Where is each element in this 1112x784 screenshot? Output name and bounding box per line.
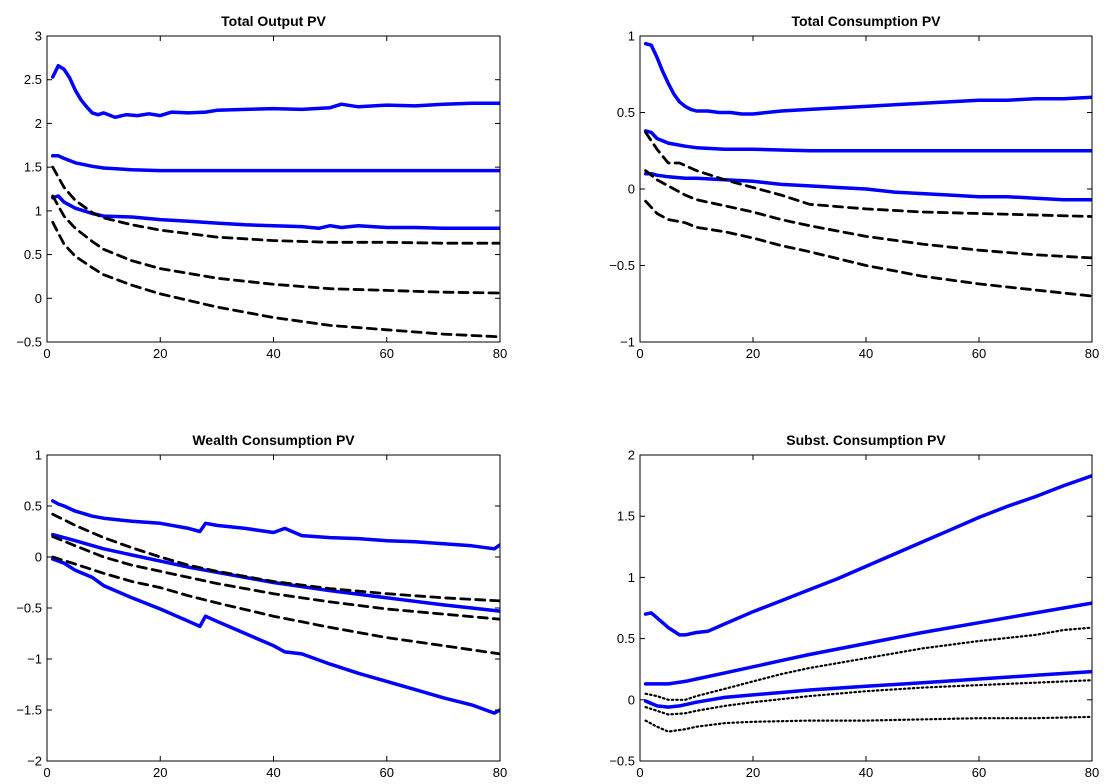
y-tick-label: 1 <box>628 570 635 585</box>
x-tick-label: 40 <box>859 765 873 780</box>
y-tick-label: −1.5 <box>16 703 42 718</box>
x-tick-label: 20 <box>746 765 760 780</box>
panel-title: Subst. Consumption PV <box>786 432 946 448</box>
y-tick-label: 1.5 <box>24 160 42 175</box>
panel-title: Total Output PV <box>221 13 326 29</box>
x-tick-label: 40 <box>266 765 280 780</box>
y-tick-label: 0 <box>35 291 42 306</box>
x-tick-label: 0 <box>43 765 50 780</box>
x-tick-label: 0 <box>636 765 643 780</box>
y-tick-label: −1 <box>620 335 635 350</box>
x-tick-label: 0 <box>43 346 50 361</box>
series-line-dashed-6 <box>644 199 1092 298</box>
series-line-dashed-6 <box>51 220 500 339</box>
x-tick-label: 60 <box>972 346 986 361</box>
y-tick-label: 1 <box>35 448 42 463</box>
series-line-dotted-4 <box>644 626 1092 701</box>
y-tick-label: −0.5 <box>609 258 635 273</box>
series-line-solid-2 <box>50 532 500 613</box>
series-line-solid-3 <box>643 669 1092 709</box>
series-line-solid-1 <box>50 499 500 551</box>
x-tick-label: 60 <box>380 765 394 780</box>
series-line-solid-1 <box>643 41 1092 116</box>
series-line-solid-1 <box>50 63 500 120</box>
x-tick-label: 60 <box>380 346 394 361</box>
series-line-dashed-4 <box>644 131 1092 218</box>
series-line-dashed-6 <box>51 555 500 656</box>
series-line-dashed-4 <box>51 165 500 245</box>
axes-frame <box>46 35 501 343</box>
series-line-solid-2 <box>643 129 1092 153</box>
x-tick-label: 20 <box>746 346 760 361</box>
y-tick-label: 0.5 <box>24 499 42 514</box>
y-tick-label: 0.5 <box>617 105 635 120</box>
y-tick-label: −0.5 <box>609 754 635 769</box>
series-line-dotted-6 <box>644 715 1092 733</box>
y-tick-label: 0 <box>628 182 635 197</box>
y-tick-label: 1 <box>35 203 42 218</box>
y-tick-label: 0 <box>35 550 42 565</box>
x-tick-label: 20 <box>153 346 167 361</box>
chart-panel-1: Total Output PV0 20 40 60 80−0.500.511.522.5… <box>16 13 507 361</box>
series-line-solid-2 <box>50 154 500 173</box>
y-tick-label: 2 <box>628 448 635 463</box>
x-tick-label: 40 <box>266 346 280 361</box>
chart-panel-2: Total Consumption PV 0 20 40 60 80 −1 −0.5 0 0.5 1 <box>609 13 1099 361</box>
x-tick-label: 60 <box>972 765 986 780</box>
y-tick-label: 2.5 <box>24 72 42 87</box>
y-tick-label: −2 <box>27 754 42 769</box>
y-tick-label: 0.5 <box>617 631 635 646</box>
panel-title: Wealth Consumption PV <box>192 432 355 448</box>
x-tick-label: 40 <box>859 346 873 361</box>
x-tick-label: 80 <box>1085 765 1099 780</box>
y-tick-label: 1.5 <box>617 509 635 524</box>
series-line-solid-3 <box>643 171 1092 202</box>
series-line-solid-1 <box>643 474 1092 637</box>
x-tick-label: 80 <box>493 346 507 361</box>
series-line-dashed-5 <box>644 169 1092 260</box>
y-tick-label: −1 <box>27 652 42 667</box>
chart-panel-3: Wealth Consumption PV 0 20 40 60 80 −2 −1.5 −1 −0… <box>16 432 507 780</box>
y-tick-label: 0 <box>628 692 635 707</box>
series-line-solid-3 <box>50 557 500 715</box>
x-tick-label: 80 <box>1085 346 1099 361</box>
series-line-solid-2 <box>643 601 1092 686</box>
panel-title: Total Consumption PV <box>791 13 941 29</box>
series-line-solid-3 <box>50 194 500 231</box>
y-tick-label: 2 <box>35 116 42 131</box>
series-line-dashed-5 <box>51 535 500 621</box>
y-tick-label: −0.5 <box>16 335 42 350</box>
series-line-dotted-5 <box>644 679 1092 716</box>
y-tick-label: −0.5 <box>16 601 42 616</box>
series-line-dashed-5 <box>51 194 500 295</box>
x-tick-label: 0 <box>636 346 643 361</box>
y-tick-label: 1 <box>628 29 635 44</box>
series-line-dashed-4 <box>51 512 500 603</box>
axes-frame <box>46 454 501 762</box>
y-tick-label: 3 <box>35 29 42 44</box>
y-tick-label: 0.5 <box>24 247 42 262</box>
x-tick-label: 20 <box>153 765 167 780</box>
x-tick-label: 80 <box>493 765 507 780</box>
chart-panel-4: Subst. Consumption PV0 20 40 60 80−0.500.511… <box>609 432 1099 780</box>
